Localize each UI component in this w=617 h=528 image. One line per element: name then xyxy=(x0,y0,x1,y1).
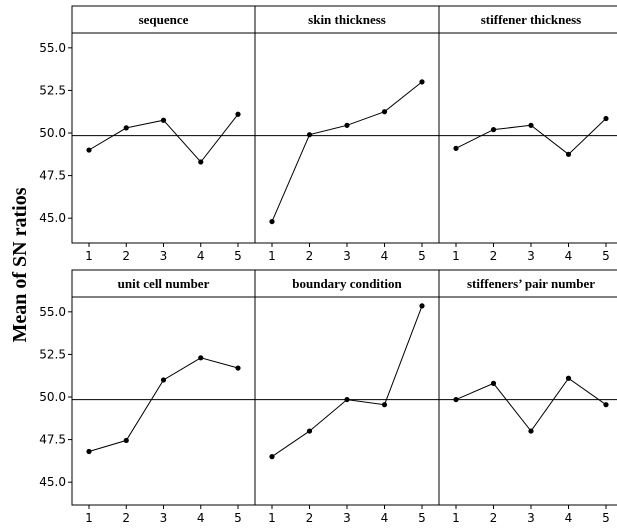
x-tick-label: 1 xyxy=(268,249,276,263)
x-tick-label: 1 xyxy=(452,511,460,525)
x-tick-label: 3 xyxy=(527,249,535,263)
x-tick-label: 3 xyxy=(160,249,168,263)
panel-title: stiffeners’ pair number xyxy=(467,276,595,291)
data-point xyxy=(198,159,204,165)
panel-title: boundary condition xyxy=(292,276,402,291)
y-axis-title: Mean of SN ratios xyxy=(9,187,31,342)
series-line xyxy=(455,377,607,432)
data-point xyxy=(269,454,275,460)
x-tick-label: 4 xyxy=(565,511,573,525)
x-tick-label: 3 xyxy=(160,511,168,525)
x-tick-label: 2 xyxy=(306,511,314,525)
y-tick-label: 45.0 xyxy=(39,475,66,489)
x-tick-label: 4 xyxy=(381,511,389,525)
y-tick-label: 55.0 xyxy=(39,305,66,319)
panel-row-frame xyxy=(71,269,617,506)
x-tick-label: 3 xyxy=(343,511,351,525)
panel-title: unit cell number xyxy=(118,276,210,291)
data-point xyxy=(565,375,572,381)
x-tick-label: 2 xyxy=(122,511,130,525)
x-tick-label: 1 xyxy=(85,511,93,525)
x-tick-label: 5 xyxy=(234,249,242,263)
data-point xyxy=(419,79,425,85)
y-tick-label: 50.0 xyxy=(39,390,66,404)
x-tick-label: 5 xyxy=(602,249,610,263)
y-tick-label: 50.0 xyxy=(39,126,66,140)
data-point xyxy=(344,396,350,403)
x-tick-label: 5 xyxy=(418,249,426,263)
y-tick-label: 55.0 xyxy=(39,41,66,55)
data-point xyxy=(86,448,92,455)
panel-title: stiffener thickness xyxy=(481,12,582,27)
data-point xyxy=(603,115,609,122)
x-tick-label: 3 xyxy=(527,511,535,525)
x-tick-label: 2 xyxy=(490,511,498,525)
panel-row-frame xyxy=(71,5,617,244)
data-point xyxy=(344,122,350,128)
data-point xyxy=(123,437,129,444)
data-point xyxy=(419,303,425,309)
data-point xyxy=(603,402,609,408)
x-tick-label: 4 xyxy=(197,249,205,263)
x-tick-label: 2 xyxy=(122,249,130,263)
x-tick-label: 2 xyxy=(306,249,314,263)
y-tick-label: 52.5 xyxy=(39,83,66,97)
series-line xyxy=(271,81,423,222)
data-point xyxy=(160,117,167,123)
data-point xyxy=(490,380,497,386)
y-tick-label: 47.5 xyxy=(39,169,66,183)
y-tick-label: 47.5 xyxy=(39,433,66,447)
data-point xyxy=(306,428,313,434)
x-tick-label: 3 xyxy=(343,249,351,263)
data-point xyxy=(235,111,241,117)
data-point xyxy=(235,365,241,371)
series-line xyxy=(88,357,239,452)
x-tick-label: 4 xyxy=(197,511,205,525)
data-point xyxy=(453,145,459,151)
panel-title: skin thickness xyxy=(308,12,386,27)
data-point xyxy=(160,377,167,383)
x-tick-label: 4 xyxy=(381,249,389,263)
data-point xyxy=(86,147,92,153)
x-tick-label: 5 xyxy=(418,511,426,525)
x-tick-label: 1 xyxy=(452,249,460,263)
data-point xyxy=(453,396,459,403)
series-line xyxy=(271,305,423,458)
data-point xyxy=(269,218,275,225)
x-tick-label: 5 xyxy=(602,511,610,525)
y-tick-label: 45.0 xyxy=(39,211,66,225)
data-point xyxy=(306,132,313,138)
data-point xyxy=(123,125,129,131)
panel-title: sequence xyxy=(139,12,189,27)
data-point xyxy=(198,355,204,361)
x-tick-label: 2 xyxy=(490,249,498,263)
data-point xyxy=(381,402,388,408)
x-tick-label: 5 xyxy=(234,511,242,525)
data-point xyxy=(565,151,572,157)
x-tick-label: 1 xyxy=(85,249,93,263)
x-tick-label: 4 xyxy=(565,249,573,263)
data-point xyxy=(528,428,534,434)
y-tick-label: 52.5 xyxy=(39,347,66,361)
data-point xyxy=(381,109,388,115)
data-point xyxy=(490,127,497,133)
data-point xyxy=(528,122,534,128)
x-tick-label: 1 xyxy=(268,511,276,525)
